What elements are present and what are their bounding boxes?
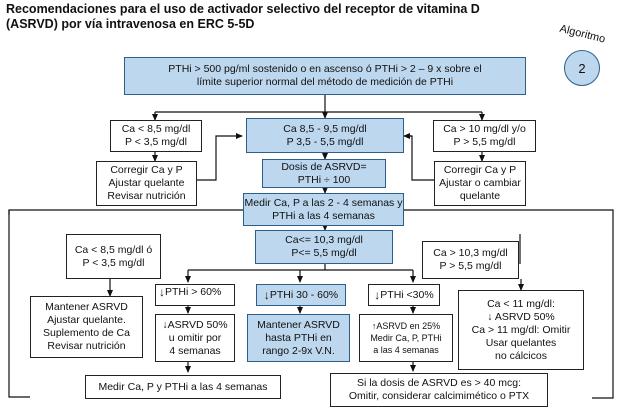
followup-normal-line-2: P<= 5,5 mg/dl (291, 247, 357, 259)
followup-high-condition: Ca > 10,3 mg/dl P > 5,5 mg/dl (422, 241, 519, 279)
followup-high-line-1: Ca > 10,3 mg/dl (433, 247, 508, 259)
high-dose-recommendation-box: Si la dosis de ASRVD es > 40 mcg: Omitir… (330, 373, 548, 407)
followup-low-condition: Ca < 8,5 mg/dl ó P < 3,5 mg/dl (66, 234, 161, 279)
arrow-down-icon: ↓ (159, 285, 165, 299)
keep-asrvd-range-box: Mantener ASRVD hasta PTHi en rango 2-9x … (247, 314, 350, 362)
high-dose-line-1: Si la dosis de ASRVD es > 40 mcg: (356, 377, 522, 389)
connector-right-feedback-a (410, 135, 434, 181)
pth-low-branch: ↓ PTHi <30% (368, 284, 440, 306)
connector-outer-right-loop (404, 209, 614, 399)
correct-change-line-3: quelante (459, 190, 501, 202)
algorithm-badge: Algoritmo 2 (544, 23, 618, 90)
increase-asrvd-box: ↑ASRVD en 25% Medir Ca, P, PTHi a las 4 … (359, 314, 453, 362)
initial-criteria-box: PTHi > 500 pg/ml sostenido o en ascenso … (124, 57, 526, 95)
arrow-down-icon: ↓ (263, 287, 270, 302)
correct-adjust-line-1: Corregir Ca y P (110, 164, 183, 176)
low-ca-p-condition-line-1: Ca < 8,5 mg/dl (121, 123, 191, 135)
measure-followup-line-2: PTHi a las 4 semanas (272, 209, 375, 222)
title-line-2: (ASRVD) por vía intravenosa en ERC 5-5D (6, 17, 255, 31)
high-ca-dose-line-1: Ca < 11 mg/dl: (487, 297, 555, 310)
correct-adjust-action: Corregir Ca y P Ajustar quelante Revisar… (96, 161, 197, 206)
algorithm-badge-number: 2 (564, 50, 600, 86)
pth-high-label: PTHi > 60% (165, 286, 222, 298)
arrow-up-icon: ↑ (371, 321, 377, 331)
keep-asrvd-line-1: Mantener ASRVD (45, 301, 128, 313)
high-ca-dose-line-3: Ca > 11 mg/dl: Omitir (471, 323, 571, 336)
initial-criteria-line-1: PTHi > 500 pg/ml sostenido o en ascenso … (168, 63, 482, 75)
correct-change-line-2: Ajustar o cambiar (439, 177, 521, 189)
reduce-asrvd-line-3: 4 semanas (169, 344, 221, 357)
followup-low-line-1: Ca < 8,5 mg/dl ó (74, 243, 153, 256)
arrow-down-icon: ↓ (374, 287, 381, 302)
pth-high-branch: ↓ PTHi > 60% (155, 284, 235, 306)
normal-ca-p-condition-line-1: Ca 8,5 - 9,5 mg/dl (283, 122, 367, 135)
correct-change-action: Corregir Ca y P Ajustar o cambiar quelan… (434, 161, 526, 206)
reduce-asrvd-text-1: ASRVD 50% (167, 318, 228, 331)
high-ca-dose-line-2: ↓ ASRVD 50% (487, 311, 555, 324)
keep-asrvd-adjust-box: Mantener ASRVD Ajustar quelante. Supleme… (30, 296, 143, 358)
high-ca-p-condition-line-2: P > 5,5 mg/dl (453, 136, 516, 148)
correct-adjust-line-3: Revisar nutrición (107, 190, 186, 202)
keep-asrvd-range-line-3: rango 2-9x V.N. (262, 344, 335, 357)
normal-ca-p-condition: Ca 8,5 - 9,5 mg/dl P 3,5 - 5,5 mg/dl (246, 118, 404, 153)
increase-asrvd-line-2: Medir Ca, P, PTHi (370, 333, 442, 343)
keep-asrvd-line-4: Revisar nutrición (47, 340, 126, 352)
correct-adjust-line-2: Ajustar quelante (108, 177, 185, 189)
keep-asrvd-line-2: Ajustar quelante. (47, 314, 126, 326)
increase-asrvd-line-1: ↑ASRVD en 25% (372, 320, 440, 332)
title-line-1: Recomendaciones para el uso de activador… (6, 2, 480, 16)
high-ca-dose-box: Ca < 11 mg/dl: ↓ ASRVD 50% Ca > 11 mg/dl… (458, 290, 584, 370)
followup-high-line-2: P > 5,5 mg/dl (439, 260, 502, 272)
high-ca-dose-text-2: ASRVD 50% (494, 310, 555, 323)
measure-4-weeks-label: Medir Ca, P y PTHi a las 4 semanas (98, 380, 268, 393)
low-ca-p-condition-line-2: P < 3,5 mg/dl (125, 136, 187, 148)
followup-normal-line-1: Ca<= 10,3 mg/dl (285, 234, 363, 246)
initial-criteria-line-2: límite superior normal del método de med… (196, 76, 454, 88)
pth-low-label: PTHi <30% (380, 288, 434, 301)
measure-4-weeks-box: Medir Ca, P y PTHi a las 4 semanas (85, 375, 281, 399)
reduce-asrvd-line-2: u omitir por (168, 331, 222, 344)
measure-followup-line-1: Medir Ca, P a las 2 - 4 semanas y (244, 196, 403, 209)
followup-low-line-2: P < 3,5 mg/dl (82, 256, 145, 269)
connector-outer-left-loop (8, 209, 243, 398)
reduce-asrvd-line-1: ↓ASRVD 50% (162, 319, 227, 332)
normal-ca-p-condition-line-2: P 3,5 - 5,5 mg/dl (286, 135, 364, 148)
reduce-asrvd-box: ↓ASRVD 50% u omitir por 4 semanas (155, 314, 235, 362)
correct-change-line-1: Corregir Ca y P (443, 164, 517, 176)
dose-formula-box: Dosis de ASRVD= PTHi ÷ 100 (262, 159, 386, 188)
increase-asrvd-text-1: ASRVD en 25% (376, 321, 441, 331)
keep-asrvd-range-line-2: hasta PTHi en (265, 331, 332, 344)
low-ca-p-condition: Ca < 8,5 mg/dl P < 3,5 mg/dl (110, 120, 202, 152)
high-ca-dose-line-4: Usar quelantes (485, 336, 557, 349)
connector-left-feedback (196, 133, 243, 181)
measure-followup-box: Medir Ca, P a las 2 - 4 semanas y PTHi a… (243, 193, 404, 226)
page-title: Recomendaciones para el uso de activador… (6, 2, 546, 32)
pth-mid-branch: ↓ PTHi 30 - 60% (256, 284, 346, 306)
increase-asrvd-line-3: a las 4 semanas (373, 345, 439, 355)
pth-mid-label: PTHi 30 - 60% (269, 288, 339, 301)
high-ca-p-condition: Ca > 10 mg/dl y/o P > 5,5 mg/dl (433, 120, 536, 152)
arrow-down-icon: ↓ (162, 318, 168, 331)
dose-formula-line-2: PTHi ÷ 100 (297, 173, 351, 186)
keep-asrvd-range-line-1: Mantener ASRVD (257, 318, 340, 331)
arrow-down-icon: ↓ (487, 310, 495, 323)
high-dose-line-2: Omitir, considerar calcimimético o PTX (348, 390, 530, 402)
followup-normal-condition: Ca<= 10,3 mg/dl P<= 5,5 mg/dl (255, 230, 393, 264)
dose-formula-line-1: Dosis de ASRVD= (281, 160, 367, 173)
high-ca-dose-line-5: no cálcicos (495, 349, 547, 362)
keep-asrvd-line-3: Suplemento de Ca (43, 327, 130, 339)
high-ca-p-condition-line-1: Ca > 10 mg/dl y/o (443, 123, 526, 135)
